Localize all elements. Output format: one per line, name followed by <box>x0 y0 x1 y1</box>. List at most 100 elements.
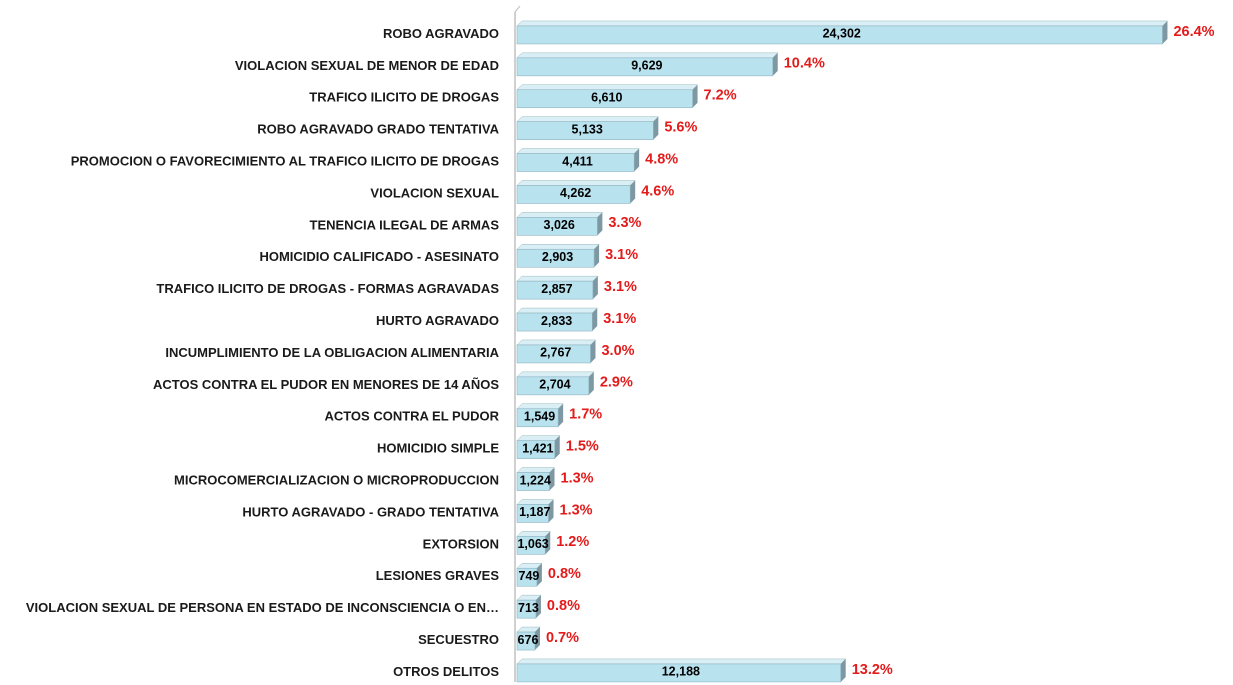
bar-top <box>516 658 847 665</box>
percent-label: 3.3% <box>608 215 641 231</box>
bar-top <box>516 307 598 314</box>
category-label: PROMOCION O FAVORECIMIENTO AL TRAFICO IL… <box>71 153 500 168</box>
bar-side <box>590 339 596 363</box>
bar-side <box>634 148 640 172</box>
percent-label: 1.2% <box>556 534 589 550</box>
bar-side <box>549 467 555 491</box>
value-label: 749 <box>519 569 540 583</box>
bar-top <box>516 244 600 250</box>
value-label: 1,224 <box>520 473 551 487</box>
percent-label: 7.2% <box>704 88 737 104</box>
value-label: 713 <box>518 601 539 615</box>
bar <box>516 663 842 683</box>
bar <box>516 153 635 172</box>
bar-side <box>692 84 698 108</box>
bar-top <box>516 20 1169 27</box>
percent-label: 5.6% <box>664 119 697 135</box>
category-label: VIOLACION SEXUAL DE MENOR DE EDAD <box>235 58 499 73</box>
category-label: SECUESTRO <box>418 632 499 647</box>
category-label: ROBO AGRAVADO GRADO TENTATIVA <box>257 122 499 137</box>
percent-label: 4.8% <box>645 151 678 167</box>
value-label: 2,857 <box>541 282 572 296</box>
percent-label: 0.8% <box>547 598 580 614</box>
value-label: 2,833 <box>541 314 572 328</box>
category-label: ACTOS CONTRA EL PUDOR EN MENORES DE 14 A… <box>153 377 499 392</box>
bar-side <box>1162 20 1168 44</box>
bar-top <box>516 212 603 218</box>
category-label: ACTOS CONTRA EL PUDOR <box>324 409 499 424</box>
bar-side <box>653 116 659 140</box>
bar <box>516 408 559 428</box>
category-label: ROBO AGRAVADO <box>383 26 499 41</box>
percent-label: 3.1% <box>605 247 638 263</box>
bar <box>516 344 591 364</box>
bar-top <box>516 403 564 409</box>
bar-side <box>545 531 551 555</box>
bar-top <box>516 371 595 378</box>
percent-label: 2.9% <box>600 375 633 391</box>
percent-label: 1.3% <box>560 502 593 518</box>
bar <box>516 472 550 491</box>
value-label: 3,026 <box>544 218 575 232</box>
percent-label: 1.7% <box>569 407 602 423</box>
bar-side <box>536 563 542 587</box>
percent-label: 1.3% <box>561 470 594 486</box>
bar <box>516 280 594 300</box>
value-label: 2,903 <box>542 250 573 264</box>
category-label: TENENCIA ILEGAL DE ARMAS <box>310 217 500 232</box>
category-label: VIOLACION SEXUAL <box>370 185 499 200</box>
bar-side <box>597 212 603 236</box>
value-label: 676 <box>518 633 539 647</box>
category-label: HOMICIDIO CALIFICADO - ASESINATO <box>259 249 499 264</box>
bar <box>516 121 654 140</box>
bar-top <box>516 148 640 154</box>
bar <box>516 312 593 332</box>
bar-side <box>535 595 541 619</box>
bar-side <box>554 435 560 459</box>
bar <box>516 631 536 651</box>
bar <box>516 504 549 523</box>
bar-top <box>516 52 779 59</box>
category-label: OTROS DELITOS <box>393 664 499 679</box>
bar-side <box>548 499 554 523</box>
bar-side <box>534 627 540 651</box>
percent-label: 0.7% <box>546 630 579 646</box>
bar-top <box>516 116 659 122</box>
bar <box>516 376 590 396</box>
category-label: TRAFICO ILICITO DE DROGAS <box>309 90 499 105</box>
percent-label: 3.1% <box>604 279 637 295</box>
bar <box>516 185 631 204</box>
bar-top <box>516 531 551 537</box>
category-label: EXTORSION <box>423 536 499 551</box>
value-label: 12,188 <box>662 665 700 679</box>
bar <box>516 567 538 587</box>
bar-top <box>516 467 556 473</box>
bar <box>516 25 1163 45</box>
bar <box>516 599 537 619</box>
value-label: 5,133 <box>572 122 603 136</box>
value-label: 2,704 <box>539 378 570 392</box>
category-label: INCUMPLIMIENTO DE LA OBLIGACION ALIMENTA… <box>165 345 499 360</box>
bar <box>516 440 556 459</box>
bar-side <box>772 52 778 76</box>
value-label: 1,549 <box>524 410 555 424</box>
value-label: 2,767 <box>540 346 571 360</box>
percent-label: 0.8% <box>548 566 581 582</box>
value-label: 1,063 <box>517 537 548 551</box>
percent-label: 26.4% <box>1173 24 1214 40</box>
value-label: 6,610 <box>591 91 622 105</box>
bar-side <box>592 276 598 300</box>
category-label: MICROCOMERCIALIZACION O MICROPRODUCCION <box>174 472 499 487</box>
bar-side <box>592 308 598 332</box>
value-label: 4,262 <box>560 186 591 200</box>
value-label: 1,421 <box>522 441 553 455</box>
category-label: HURTO AGRAVADO - GRADO TENTATIVA <box>242 504 499 519</box>
bar-side <box>588 371 594 395</box>
bar-side <box>840 658 846 682</box>
percent-label: 1.5% <box>566 438 599 454</box>
bar-top <box>516 339 597 346</box>
bar-top <box>516 499 555 505</box>
percent-label: 10.4% <box>784 56 825 72</box>
category-label: LESIONES GRAVES <box>376 568 500 583</box>
